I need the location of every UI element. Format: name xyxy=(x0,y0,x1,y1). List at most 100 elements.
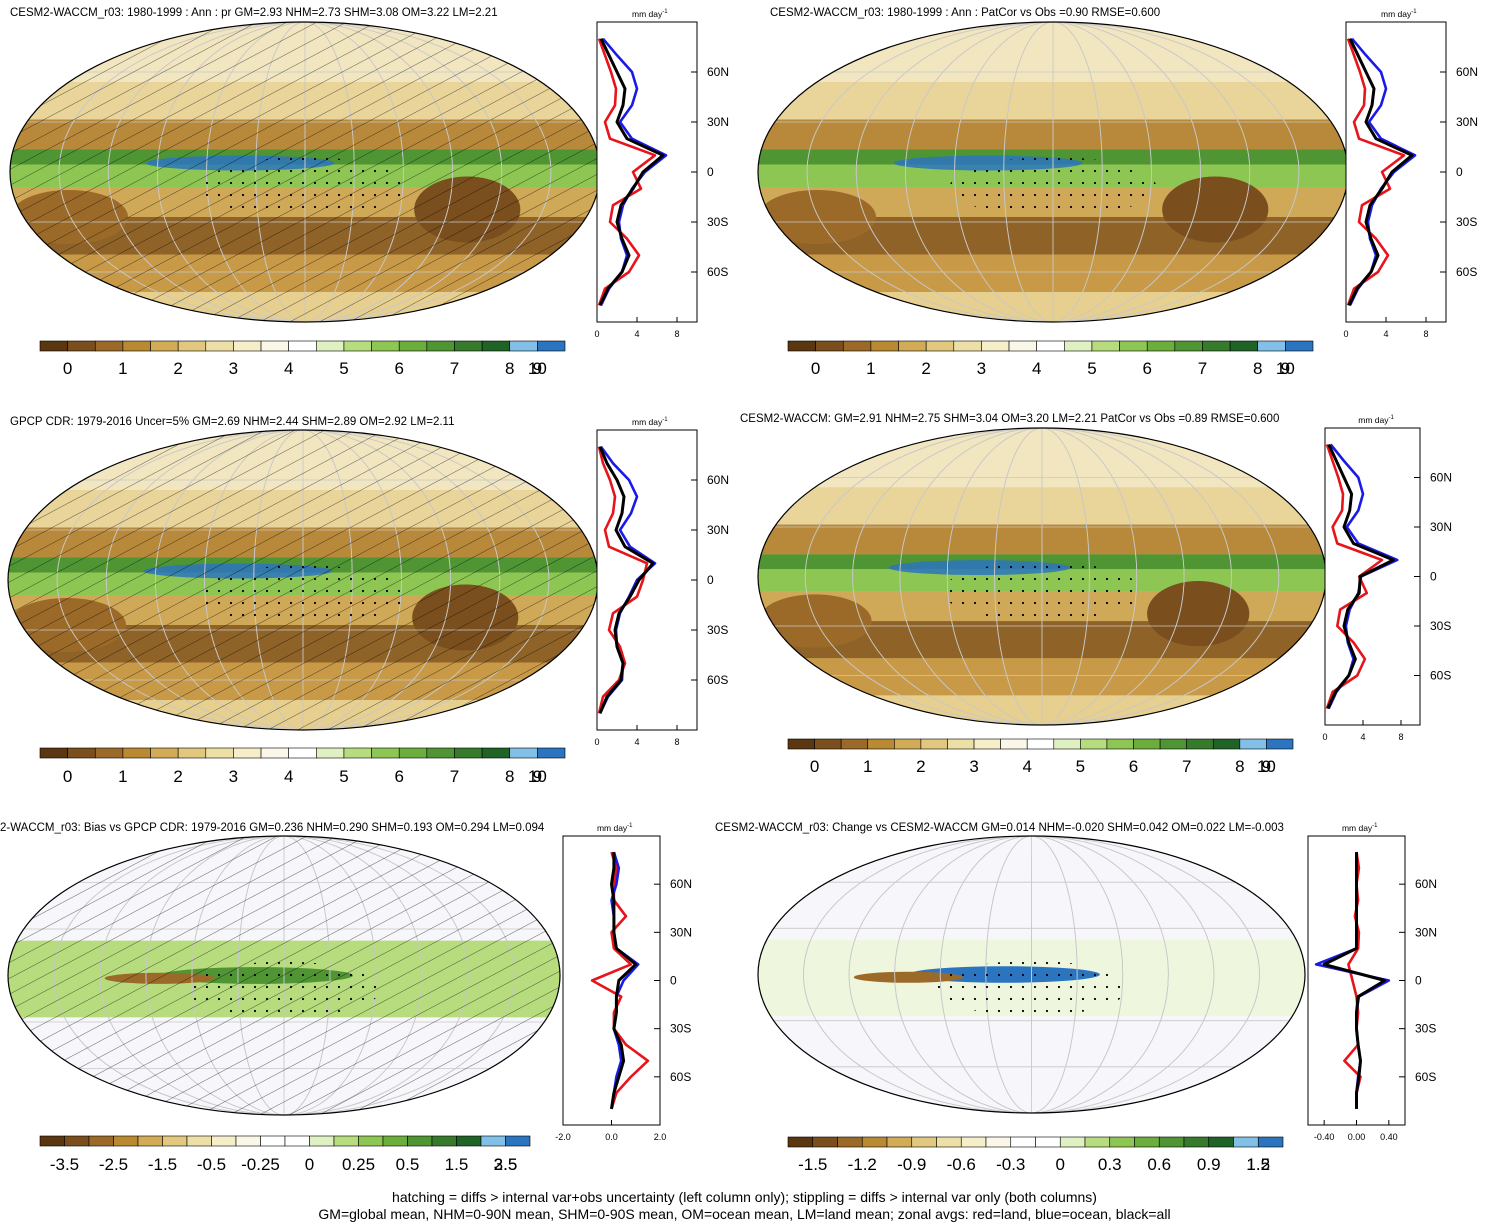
field-min xyxy=(758,190,876,244)
colorbar-cell xyxy=(316,747,345,759)
lat-label: 60N xyxy=(1415,877,1437,891)
zonal-line-all xyxy=(1322,852,1387,1109)
colorbar-cell xyxy=(39,340,68,352)
x-tick-label: 8 xyxy=(674,737,679,747)
meridian xyxy=(954,22,1152,322)
lat-label: 30S xyxy=(1415,1022,1436,1036)
colorbar-cell xyxy=(1158,1136,1185,1148)
colorbar-cell xyxy=(870,340,899,352)
colorbar-label: -0.5 xyxy=(197,1155,226,1174)
colorbar-label: -2.5 xyxy=(99,1155,128,1174)
stippling xyxy=(187,961,381,1018)
lat-label: 0 xyxy=(1456,165,1463,179)
colorbar-cell xyxy=(407,1135,433,1147)
colorbar-label: 2 xyxy=(916,757,925,776)
colorbar-label: 6 xyxy=(1129,757,1138,776)
colorbar-cell xyxy=(1174,340,1203,352)
colorbar-label: 2 xyxy=(921,359,930,378)
colorbar-cell xyxy=(371,340,400,352)
meridian xyxy=(899,428,1185,725)
colorbar-cell xyxy=(211,1135,237,1147)
field-min xyxy=(1147,580,1250,647)
zonal-plot: mm day-1 60N 30N 0 30S 60S 0 4 8 xyxy=(1343,9,1478,339)
colorbar-cell xyxy=(398,340,428,352)
zonal-plot: mm day-1 60N 30N 0 30S 60S -2.0 0.0 2.0 xyxy=(555,823,692,1142)
colorbar-label: 1 xyxy=(866,359,875,378)
x-tick-label: 8 xyxy=(1423,329,1428,339)
colorbar-cell xyxy=(358,1135,384,1147)
colorbar-label: 0 xyxy=(1056,1155,1065,1174)
panel-p1: CESM2-WACCM_r03: 1980-1999 : Ann : pr GM… xyxy=(9,7,729,378)
colorbar-cell xyxy=(1053,738,1081,750)
colorbar-cell xyxy=(837,1136,863,1148)
field-min xyxy=(1162,176,1269,243)
x-tick-label: 0.40 xyxy=(1380,1132,1398,1142)
colorbar-cell xyxy=(288,340,317,352)
colorbar-cell xyxy=(1036,340,1065,352)
colorbar-cell xyxy=(39,747,68,759)
zonal-plot: mm day-1 60N 30N 0 30S 60S -0.40 0.00 0.40 xyxy=(1307,823,1437,1142)
colorbar-cell xyxy=(481,340,511,352)
zonal-line-all xyxy=(1347,38,1414,306)
map xyxy=(8,836,560,1115)
zonal-line-all xyxy=(610,852,638,1110)
zonal-units: mm day-1 xyxy=(1342,823,1378,833)
colorbar-cell xyxy=(88,1135,114,1147)
x-tick-label: 8 xyxy=(674,329,679,339)
colorbar-cell xyxy=(1257,340,1286,352)
colorbar-cell xyxy=(1000,738,1028,750)
lat-label: 60S xyxy=(1456,265,1477,279)
colorbar-label: -1.5 xyxy=(798,1155,827,1174)
colorbar-cell xyxy=(343,340,372,352)
colorbar-cell xyxy=(1080,738,1108,750)
colorbar-cell xyxy=(981,340,1010,352)
colorbar-cell xyxy=(284,1135,310,1147)
colorbar-label: -0.3 xyxy=(996,1155,1025,1174)
lat-label: 30S xyxy=(707,215,728,229)
colorbar-label: 6 xyxy=(1142,359,1151,378)
colorbar-label: 0.6 xyxy=(1147,1155,1171,1174)
meridian xyxy=(894,836,1169,1113)
panel-p6: CESM2-WACCM_r03: Change vs CESM2-WACCM G… xyxy=(715,822,1437,1174)
zonal-line-all xyxy=(598,446,655,714)
colorbar-label: 5 xyxy=(1076,757,1085,776)
colorbar-cell xyxy=(1010,1136,1036,1148)
meridian xyxy=(848,836,1215,1113)
colorbar-label: 10 xyxy=(528,767,547,786)
colorbar-cell xyxy=(840,738,869,750)
colorbar-cell xyxy=(1257,1136,1284,1148)
colorbar-cell xyxy=(1239,738,1267,750)
meridian xyxy=(905,22,1202,322)
colorbar-label: 0 xyxy=(810,757,819,776)
map xyxy=(10,22,600,322)
colorbar-label: 1 xyxy=(118,359,127,378)
colorbar-cell xyxy=(454,747,483,759)
colorbar-label: 7 xyxy=(1198,359,1207,378)
colorbar-cell xyxy=(1233,1136,1259,1148)
panel-title: CESM2-WACCM_r03: Change vs CESM2-WACCM G… xyxy=(715,822,1284,834)
colorbar-cell xyxy=(985,1136,1012,1148)
colorbar-cell xyxy=(481,747,511,759)
x-tick-label: 8 xyxy=(1398,732,1403,742)
colorbar-cell xyxy=(953,340,982,352)
colorbar-label: 8 xyxy=(1235,757,1244,776)
colorbar-cell xyxy=(867,738,895,750)
colorbar-cell xyxy=(787,738,815,750)
colorbar-label: 9 xyxy=(533,359,542,378)
panel-p3: GPCP CDR: 1979-2016 Uncer=5% GM=2.69 NHM… xyxy=(7,416,729,786)
meridian xyxy=(806,22,1300,322)
field-min xyxy=(853,971,964,983)
colorbar-label: 0.5 xyxy=(396,1155,420,1174)
colorbar-label: 0 xyxy=(63,767,72,786)
colorbar-cell xyxy=(205,747,234,759)
colorbar-label: 7 xyxy=(1182,757,1191,776)
colorbar-cell xyxy=(787,340,816,352)
map xyxy=(758,836,1305,1113)
lat-label: 30N xyxy=(1430,520,1452,534)
colorbar-label: 10 xyxy=(1257,757,1276,776)
colorbar-label: 2 xyxy=(173,767,182,786)
colorbar-cell xyxy=(1183,1136,1210,1148)
colorbar-cell xyxy=(150,747,179,759)
lat-label: 30N xyxy=(670,925,692,939)
colorbar-cell xyxy=(1091,340,1120,352)
